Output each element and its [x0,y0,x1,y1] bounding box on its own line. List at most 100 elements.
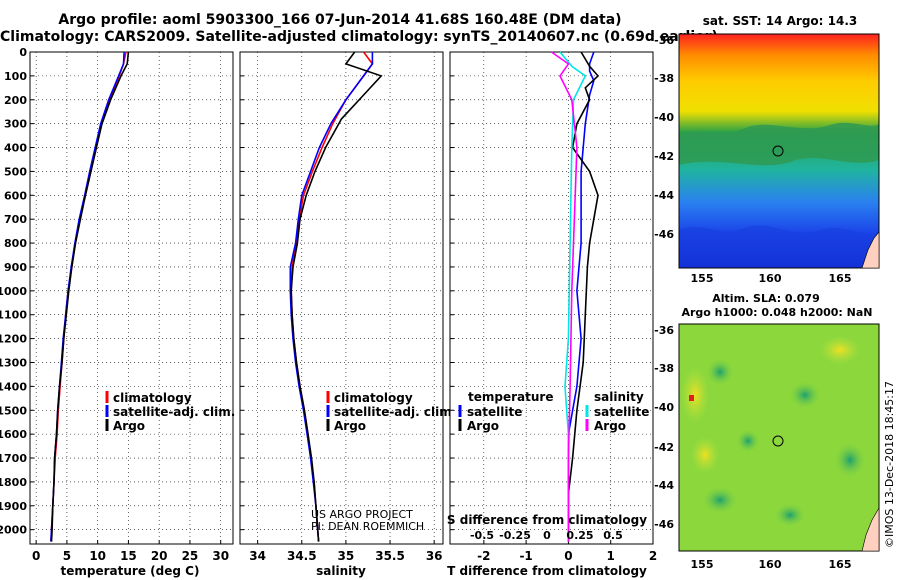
depth-tick-label: 200 [4,94,27,107]
x-tick-label: 34 [249,549,266,563]
legend-satellite-label: satellite-adj. clim. [113,405,235,419]
series-line-satellite-adj-clim- [289,52,374,542]
sla-low-anomaly [834,442,866,478]
x-tick-label: 5 [63,549,71,563]
lon-tick-label: 160 [759,272,782,285]
sla-land-outline [861,506,880,552]
legend-s-argo-label: Argo [594,419,626,433]
lat-tick-label: -44 [654,479,674,492]
lat-tick-label: -40 [654,111,674,124]
s-tick-label: 0.5 [603,529,623,542]
salinity-x-ticks: 34 34.5 35 35.5 36 [249,549,442,563]
lon-tick-label: 165 [829,558,852,571]
salinity-x-label: salinity [316,564,366,578]
temperature-plot-frame [29,51,234,545]
difference-x-ticks: -2 -1 0 1 2 [477,549,657,563]
depth-tick-label: 0 [19,46,27,59]
depth-tick-label: 500 [4,165,27,178]
sla-lon-ticks: 155 160 165 [691,558,852,571]
imos-timestamp: ©IMOS 13-Dec-2018 18:45:17 [883,381,896,548]
lat-tick-label: -44 [654,189,674,202]
sla-peak-cell [689,395,694,401]
depth-tick-label: 700 [4,213,27,226]
lat-tick-label: -42 [654,441,674,454]
project-annotation-line2: PI: DEAN ROEMMICH [311,520,424,533]
depth-tick-label: 1900 [0,500,27,513]
x-tick-label: 10 [89,549,106,563]
series-line-argo [290,51,383,542]
lat-tick-label: -36 [654,34,674,47]
lat-tick-label: -46 [654,228,674,241]
depth-tick-label: 1000 [0,285,27,298]
temperature-x-ticks: 0 5 10 15 20 25 30 [32,549,229,563]
x-tick-label: 1 [607,549,615,563]
argo-float-marker [772,435,784,447]
sla-map-title-line2: Argo h1000: 0.048 h2000: NaN [681,306,872,319]
legend-argo-label: Argo [113,419,145,433]
argo-float-marker [772,145,784,157]
s-tick-label: -0.25 [499,529,531,542]
temperature-profile-panel: 0 5 10 15 20 25 30 0 100 200 300 400 500 600 700 800 90… [0,46,235,578]
lat-tick-label: -38 [654,72,674,85]
x-tick-label: 25 [182,549,199,563]
s-tick-label: -0.5 [470,529,494,542]
x-tick-label: 30 [212,549,229,563]
x-tick-label: 34.5 [287,549,317,563]
x-tick-label: 35.5 [375,549,405,563]
legend-temperature-header: temperature [468,390,553,404]
sst-map-panel: sat. SST: 14 Argo: 14.3 -36 -38 -40 -42 … [654,14,880,285]
sst-lat-ticks: -36 -38 -40 -42 -44 -46 [654,34,674,241]
lat-tick-label: -46 [654,518,674,531]
sst-map-frame [678,33,880,269]
lon-tick-label: 165 [829,272,852,285]
sla-map-frame [678,323,880,552]
x-tick-label: 36 [426,549,443,563]
sla-map-title-line1: Altim. SLA: 0.079 [712,292,819,305]
legend-argo-label: Argo [334,419,366,433]
lon-tick-label: 155 [691,558,714,571]
sla-high-anomaly [820,336,860,364]
depth-tick-label: 800 [4,237,27,250]
sla-high-anomaly [691,437,719,473]
depth-tick-label: 1300 [0,356,27,369]
depth-tick-label: 1600 [0,428,27,441]
sla-high-anomaly [681,367,709,423]
lon-tick-label: 160 [759,558,782,571]
sst-land-outline [861,231,880,269]
lon-tick-label: 155 [691,272,714,285]
s-tick-label: 0.25 [566,529,593,542]
series-line-argo [50,51,130,542]
depth-y-ticks: 0 100 200 300 400 500 600 700 800 900 1000 1100 1200… [0,46,27,537]
temperature-legend: climatology satellite-adj. clim. Argo [105,391,235,433]
difference-grid [450,51,654,544]
series-line-salinity-argo [551,51,578,542]
salinity-profile-panel: 34 34.5 35 35.5 36 salinity climatology sate… [239,51,456,578]
sst-blue-band [679,225,879,268]
salinity-legend: climatology satellite-adj. clim. Argo [326,391,456,433]
difference-lines [551,51,600,542]
temperature-grid [30,51,233,544]
sla-map-panel: Altim. SLA: 0.079 Argo h1000: 0.048 h200… [654,292,880,571]
difference-profile-panel: -2 -1 0 1 2 T difference from climatology S … [447,51,657,578]
sst-map-title: sat. SST: 14 Argo: 14.3 [703,14,857,28]
legend-s-satellite-label: satellite [594,405,649,419]
difference-legend: temperature satellite Argo salinity sate… [458,390,649,433]
sla-lat-ticks: -36 -38 -40 -42 -44 -46 [654,324,674,531]
legend-t-satellite-label: satellite [467,405,522,419]
x-tick-label: 0 [32,549,40,563]
depth-tick-label: 600 [4,189,27,202]
depth-tick-label: 1800 [0,476,27,489]
depth-tick-label: 100 [4,70,27,83]
depth-tick-label: 1400 [0,380,27,393]
x-tick-label: 2 [649,549,657,563]
series-line-temperature-argo [567,51,600,542]
sla-low-anomaly [736,429,760,453]
s-difference-ticks: -0.5 -0.25 0 0.25 0.5 [470,529,623,542]
sla-low-anomaly [702,486,738,514]
figure-title-line1: Argo profile: aoml 5903300_166 07-Jun-20… [58,12,622,28]
depth-tick-label: 300 [4,118,27,131]
x-tick-label: -1 [519,549,532,563]
depth-tick-label: 900 [4,261,27,274]
sla-low-anomaly [789,381,821,409]
